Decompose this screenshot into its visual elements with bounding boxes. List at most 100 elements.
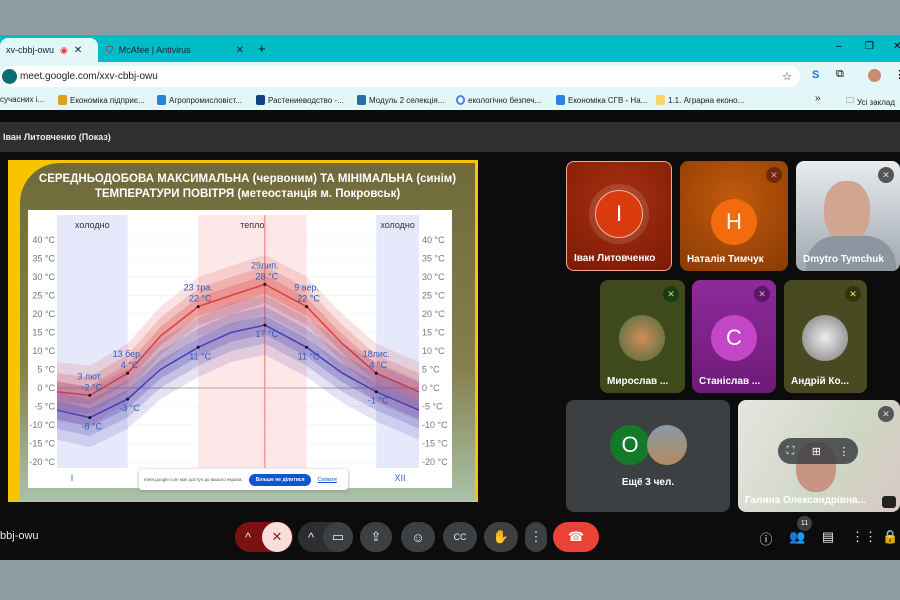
bookmark[interactable]: сучасних і... xyxy=(0,95,45,104)
data-point xyxy=(305,345,309,349)
video-person-body xyxy=(806,236,896,271)
new-tab-button[interactable]: + xyxy=(258,41,266,56)
value-label: 22 °C xyxy=(189,294,212,304)
mic-off-button[interactable]: ✕ xyxy=(262,522,292,552)
bookmark[interactable]: Агропромисловіст... xyxy=(157,95,242,105)
minimize-button[interactable]: – xyxy=(836,41,842,52)
stop-sharing-button[interactable]: Більше не ділитися xyxy=(248,473,312,486)
end-call-button[interactable]: ☎ xyxy=(553,522,599,552)
data-point xyxy=(126,371,130,375)
y-tick-label-right: 40 °C xyxy=(422,235,445,245)
camera-button[interactable]: ▭ xyxy=(323,522,353,552)
share-notification-bar: meet.google.com має доступ до вашого екр… xyxy=(139,469,348,490)
data-point xyxy=(374,371,378,375)
more-options-icon[interactable]: ⋮ xyxy=(838,445,850,458)
data-point xyxy=(374,390,378,394)
more-options-button[interactable]: ⋮ xyxy=(525,522,547,552)
y-tick-label: 20 °C xyxy=(32,309,55,319)
info-icon[interactable]: ⓘ xyxy=(759,532,773,547)
data-point xyxy=(263,323,267,327)
participant-tile[interactable]: I Іван Литовченко xyxy=(566,161,672,271)
mic-off-icon: ✕ xyxy=(766,167,782,183)
emoji-button[interactable]: ☺ xyxy=(401,522,435,552)
y-tick-label-right: 25 °C xyxy=(422,291,445,301)
band-min xyxy=(57,295,419,448)
bookmark[interactable]: Економіка підприє... xyxy=(58,95,145,105)
all-bookmarks-button[interactable]: 🗀 Усі заклад xyxy=(846,95,895,109)
raise-hand-button[interactable]: ✋ xyxy=(484,522,518,552)
close-tab-icon[interactable]: ✕ xyxy=(73,44,83,56)
restore-button[interactable]: ❐ xyxy=(865,41,874,52)
y-tick-label-right: -20 °C xyxy=(422,457,448,467)
menu-icon[interactable]: ⋮ xyxy=(894,69,900,81)
bookmark[interactable]: Модуль 2 селекція... xyxy=(357,95,444,105)
host-controls-icon[interactable]: 🔒 xyxy=(882,529,899,544)
chat-icon[interactable]: ▤ xyxy=(821,529,835,544)
bookmark[interactable]: 1.1. Аграрна еконо... xyxy=(656,95,744,105)
more-participants-tile[interactable]: O Ещё 3 чел. xyxy=(566,400,730,512)
participant-name: Наталія Тимчук xyxy=(687,254,764,265)
tab-meet[interactable]: xv-cbbj-owu ◉ ✕ xyxy=(0,38,98,62)
y-tick-label-right: 0 °C xyxy=(422,383,440,393)
site-info-icon[interactable] xyxy=(2,69,17,84)
date-label: 29лип. xyxy=(251,260,279,270)
meeting-code: bbj-owu xyxy=(0,530,39,542)
tab-title: McAfee | Antivirus xyxy=(118,45,191,55)
bookmark[interactable]: екологічно безпеч... xyxy=(456,95,541,105)
region-label: холодно xyxy=(380,220,415,230)
star-icon[interactable]: ☆ xyxy=(782,71,792,83)
bookmark[interactable]: Растениеводство -... xyxy=(256,95,344,105)
pin-icon[interactable]: ⊞ xyxy=(811,445,821,458)
date-label: 18лис. xyxy=(363,349,390,359)
slide-title-line: СЕРЕДНЬОДОБОВА МАКСИМАЛЬНА (червоним) ТА… xyxy=(38,173,457,185)
folder-icon: 🗀 xyxy=(846,96,854,105)
participant-name: Мирослав ... xyxy=(607,376,669,387)
data-point xyxy=(196,305,200,309)
value-label: 22 °C xyxy=(297,294,320,304)
y-tick-label-right: -15 °C xyxy=(422,439,448,449)
value-label: 11 °C xyxy=(298,351,320,361)
mcafee-icon: ⛉ xyxy=(106,44,113,55)
y-tick-label-right: 15 °C xyxy=(422,328,445,338)
participant-tile[interactable]: Н ✕ Наталія Тимчук xyxy=(680,161,788,271)
value-label: 17 °C xyxy=(256,329,279,339)
tab-mcafee[interactable]: ⛉ McAfee | Antivirus ✕ xyxy=(100,38,250,62)
y-tick-label: 10 °C xyxy=(32,346,55,356)
url-text: meet.google.com/xxv-cbbj-owu xyxy=(20,71,158,82)
x-month-label: XII xyxy=(394,473,405,483)
participant-tile[interactable]: ✕ Андрій Ко... xyxy=(784,280,867,393)
bookmarks-bar: сучасних і... Економіка підприє... Агроп… xyxy=(0,90,900,110)
extensions-puzzle-icon[interactable]: ⧉ xyxy=(836,68,844,80)
y-tick-label: 40 °C xyxy=(32,235,55,245)
slide-title: СЕРЕДНЬОДОБОВА МАКСИМАЛЬНА (червоним) ТА… xyxy=(20,172,475,202)
profile-avatar[interactable] xyxy=(868,69,881,82)
url-input[interactable]: meet.google.com/xxv-cbbj-owu ☆ xyxy=(0,66,800,87)
region-cold xyxy=(376,215,419,468)
y-tick-label: 5 °C xyxy=(37,365,55,375)
x-month-label: I xyxy=(71,473,74,483)
presenter-title: Іван Литовченко (Показ) xyxy=(0,122,900,152)
close-window-button[interactable]: ✕ xyxy=(893,41,900,52)
region-label: холодно xyxy=(75,220,110,230)
bookmark[interactable]: Економіка СГВ - На... xyxy=(556,95,647,105)
participant-tile[interactable]: C ✕ Станіслав ... xyxy=(692,280,776,393)
date-label: 13 бер. xyxy=(113,349,143,359)
captions-button[interactable]: CC xyxy=(443,522,477,552)
data-point xyxy=(196,345,200,349)
participant-video[interactable]: ⛶ ⊞ ⋮ ✕ Галина Олександрівна... xyxy=(738,400,900,512)
extension-icon[interactable]: S xyxy=(812,69,820,81)
band-max xyxy=(57,254,419,425)
hide-button[interactable]: Сховати xyxy=(317,476,337,483)
people-icon[interactable]: 👥 xyxy=(789,529,806,544)
participant-video[interactable]: ✕ Dmytro Tymchuk xyxy=(796,161,900,271)
participant-tile[interactable]: ✕ Мирослав ... xyxy=(600,280,685,393)
activities-icon[interactable]: ⋮⋮ xyxy=(851,529,877,544)
present-button[interactable]: ⇪ xyxy=(360,522,392,552)
avatar-photo xyxy=(647,425,687,465)
more-bookmarks-button[interactable]: » xyxy=(815,93,821,104)
data-point xyxy=(126,397,130,401)
y-tick-label-right: 10 °C xyxy=(422,346,445,356)
close-tab-icon[interactable]: ✕ xyxy=(235,44,244,56)
pip-icon[interactable] xyxy=(882,496,896,508)
frame-icon[interactable]: ⛶ xyxy=(786,444,795,457)
